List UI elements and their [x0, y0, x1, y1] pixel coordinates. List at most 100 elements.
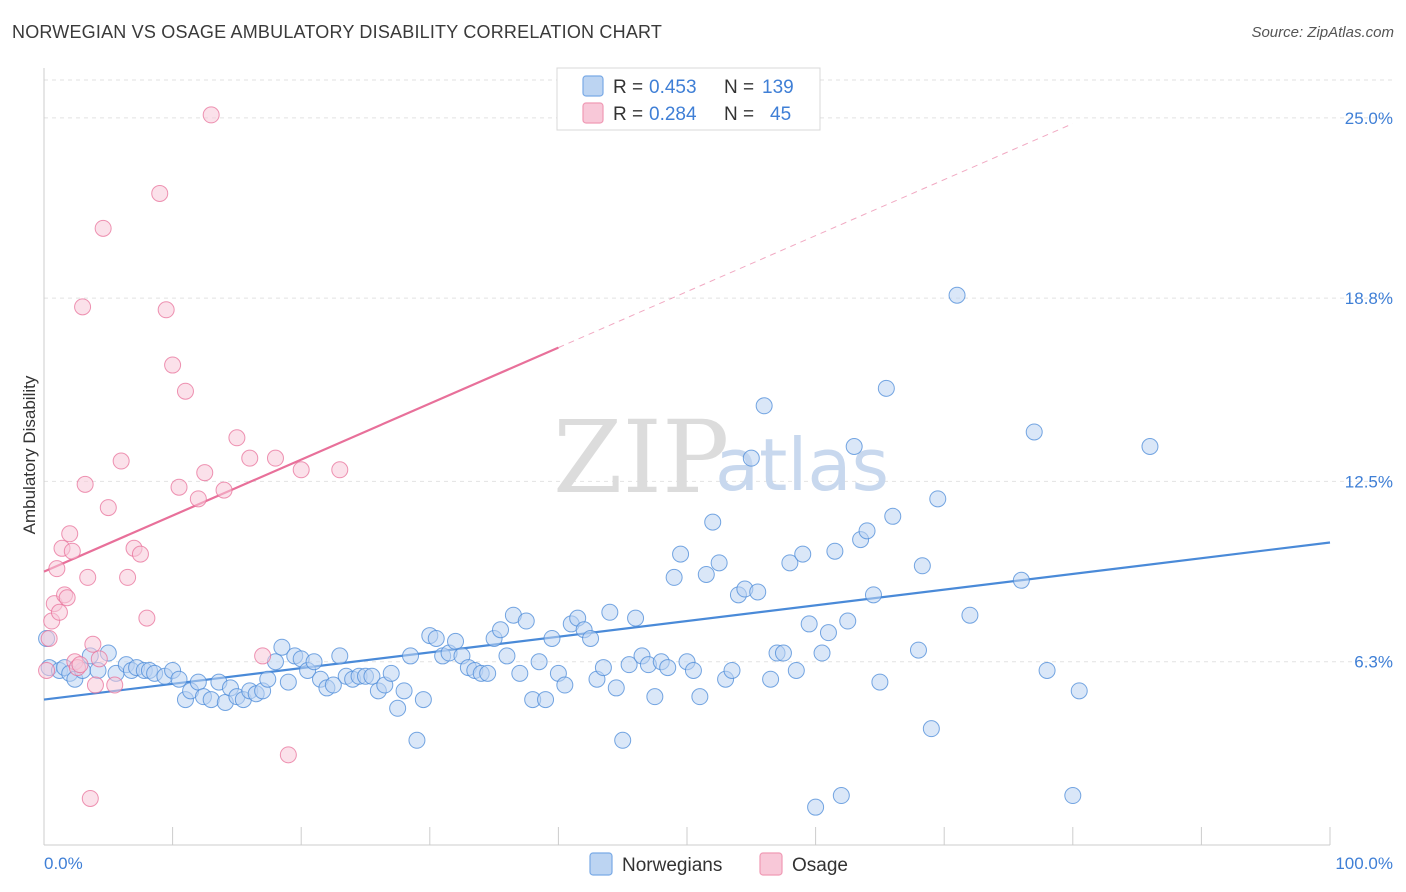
data-point [913, 557, 931, 575]
grid-lines [44, 79, 1393, 663]
data-point [832, 787, 850, 805]
data-point [710, 554, 728, 572]
data-point [826, 542, 844, 560]
data-point [254, 647, 272, 665]
data-point [909, 641, 927, 659]
data-point [241, 449, 259, 467]
data-point [620, 656, 638, 674]
y-tick-labels: 6.3% 12.5% 18.8% 25.0% [1345, 109, 1393, 672]
trend-line-osage [43, 346, 559, 573]
chart-title: NORWEGIAN VS OSAGE AMBULATORY DISABILITY… [12, 22, 663, 42]
data-point [594, 659, 612, 677]
data-point [601, 603, 619, 621]
data-point [646, 688, 664, 706]
data-point [86, 676, 104, 694]
legend-n-value-1: 139 [762, 77, 794, 98]
data-point [543, 629, 561, 647]
data-point [864, 586, 882, 604]
data-point [774, 644, 792, 662]
data-point [84, 635, 102, 653]
data-point [614, 731, 632, 749]
data-point [1025, 423, 1043, 441]
data-point [138, 609, 156, 627]
data-point [929, 490, 947, 508]
data-point [1064, 787, 1082, 805]
legend-r-value-1: 0.453 [649, 77, 697, 98]
data-point [684, 661, 702, 679]
data-point [517, 612, 535, 630]
watermark: ZIP atlas [553, 399, 889, 516]
data-point [402, 647, 420, 665]
x-tick-label-left: 0.0% [44, 854, 83, 873]
data-point [40, 629, 58, 647]
data-point [94, 219, 112, 237]
data-point [781, 554, 799, 572]
series-osage [38, 106, 349, 807]
data-point [164, 356, 182, 374]
data-point [627, 609, 645, 627]
data-point [266, 449, 284, 467]
data-point [202, 691, 220, 709]
data-point [704, 513, 722, 531]
data-point [800, 615, 818, 633]
series-norwegians [38, 286, 1159, 816]
data-point [813, 644, 831, 662]
data-point [48, 560, 66, 578]
data-point [1038, 661, 1056, 679]
data-point [170, 478, 188, 496]
data-point [331, 647, 349, 665]
data-point [839, 612, 857, 630]
data-point [196, 464, 214, 482]
legend-swatch-osage [582, 102, 604, 124]
trend-extension-osage [558, 123, 1073, 349]
data-point [324, 676, 342, 694]
y-tick-label: 6.3% [1354, 653, 1393, 672]
bottom-legend-swatch-osage [759, 852, 783, 876]
data-point [492, 621, 510, 639]
data-point [755, 397, 773, 415]
data-point [858, 522, 876, 540]
y-tick-label: 25.0% [1345, 109, 1393, 128]
watermark-atlas: atlas [715, 423, 889, 507]
data-point [81, 789, 99, 807]
data-point [112, 452, 130, 470]
data-point [273, 638, 291, 656]
data-point [723, 661, 741, 679]
data-point [119, 568, 137, 586]
data-point [582, 629, 600, 647]
data-point [38, 661, 56, 679]
data-point [131, 545, 149, 563]
data-point [922, 720, 940, 738]
data-points [38, 106, 1159, 816]
watermark-zip: ZIP [553, 399, 729, 516]
legend: R = 0.453 N = 139 R = 0.284 N = 45 [556, 67, 821, 131]
data-point [382, 664, 400, 682]
data-point [189, 490, 207, 508]
data-point [305, 653, 323, 671]
data-point [819, 624, 837, 642]
trend-lines [43, 123, 1331, 701]
data-point [1070, 682, 1088, 700]
bottom-legend-label-norwegians: Norwegians [622, 855, 722, 876]
data-point [530, 653, 548, 671]
data-point [157, 301, 175, 319]
data-point [61, 525, 79, 543]
data-point [762, 670, 780, 688]
data-point [1141, 438, 1159, 456]
data-point [389, 699, 407, 717]
data-point [414, 691, 432, 709]
data-point [259, 670, 277, 688]
legend-n-label-2: N = [724, 104, 754, 125]
y-tick-label: 18.8% [1345, 289, 1393, 308]
data-point [279, 673, 297, 691]
data-point [556, 676, 574, 694]
data-point [794, 545, 812, 563]
data-point [363, 667, 381, 685]
data-point [106, 676, 124, 694]
data-point [511, 664, 529, 682]
data-point [479, 664, 497, 682]
x-tick-label-right: 100.0% [1335, 854, 1393, 873]
data-point [447, 632, 465, 650]
legend-r-label-1: R = [613, 77, 643, 98]
